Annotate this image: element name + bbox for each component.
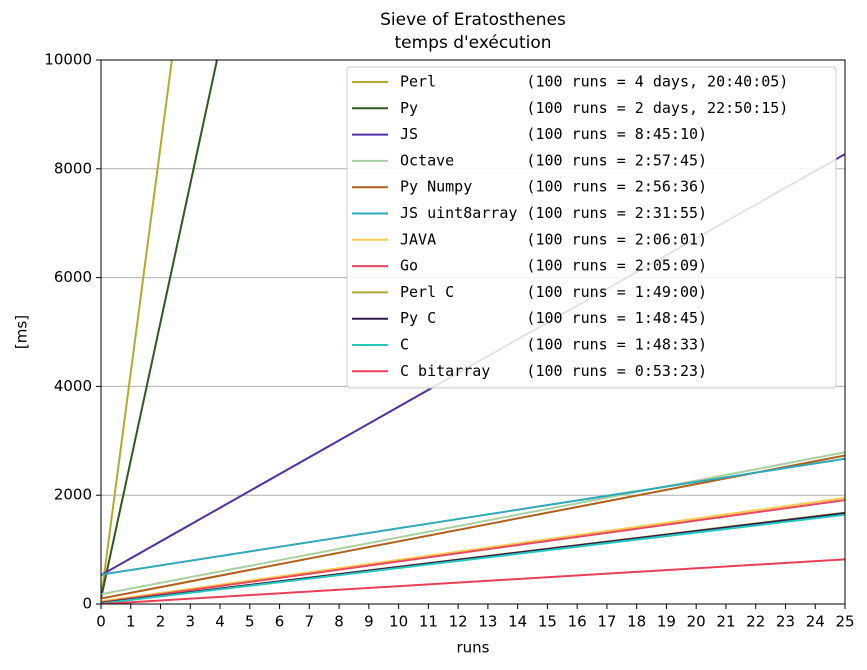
legend-label: Py Numpy (100 runs = 2:56:36) (400, 178, 707, 196)
chart-subtitle: temps d'exécution (394, 33, 551, 53)
legend-label: Go (100 runs = 2:05:09) (400, 257, 707, 275)
x-tick-label: 16 (568, 613, 587, 631)
legend-label: C bitarray (100 runs = 0:53:23) (400, 362, 707, 380)
x-tick-label: 7 (305, 613, 315, 631)
series-line (101, 457, 845, 576)
legend-label: Perl C (100 runs = 1:49:00) (400, 283, 707, 301)
legend-label: C (100 runs = 1:48:33) (400, 336, 707, 354)
legend-label: Perl (100 runs = 4 days, 20:40:05) (400, 73, 788, 91)
x-tick-label: 14 (508, 613, 527, 631)
y-tick-label: 2000 (54, 486, 92, 504)
y-tick-label: 6000 (54, 268, 92, 286)
x-tick-label: 21 (716, 613, 735, 631)
series-line (101, 454, 845, 600)
series-line (101, 499, 845, 604)
x-tick-label: 22 (746, 613, 765, 631)
legend-label: JS (100 runs = 8:45:10) (400, 125, 707, 143)
y-tick-label: 4000 (54, 377, 92, 395)
x-tick-label: 24 (806, 613, 825, 631)
x-tick-label: 8 (334, 613, 344, 631)
x-tick-label: 6 (275, 613, 285, 631)
x-tick-label: 9 (364, 613, 374, 631)
x-tick-label: 18 (627, 613, 646, 631)
plot-frame (100, 59, 846, 605)
y-tick-label: 8000 (54, 159, 92, 177)
legend-box (346, 66, 837, 389)
series-line (101, 513, 845, 604)
x-tick-label: 13 (478, 613, 497, 631)
x-tick-label: 15 (538, 613, 557, 631)
y-tick-label: 10000 (44, 51, 92, 69)
x-tick-label: 1 (126, 613, 136, 631)
x-tick-label: 23 (776, 613, 795, 631)
x-tick-label: 25 (835, 613, 854, 631)
y-axis-label: [ms] (13, 315, 31, 349)
y-tick-label: 0 (82, 595, 92, 613)
series-line (101, 496, 845, 603)
x-tick-label: 11 (419, 613, 438, 631)
series-line (101, 558, 845, 604)
x-tick-label: 12 (449, 613, 468, 631)
x-tick-label: 3 (186, 613, 196, 631)
x-tick-label: 10 (389, 613, 408, 631)
legend-label: JS uint8array (100 runs = 2:31:55) (400, 204, 707, 222)
legend-label: Py C (100 runs = 1:48:45) (400, 309, 707, 327)
x-tick-label: 4 (215, 613, 225, 631)
x-tick-label: 5 (245, 613, 255, 631)
x-tick-label: 19 (657, 613, 676, 631)
x-tick-label: 20 (687, 613, 706, 631)
chart-title: Sieve of Eratosthenes (380, 10, 566, 30)
x-tick-label: 2 (156, 613, 166, 631)
x-tick-label: 0 (96, 613, 106, 631)
x-axis-label: runs (457, 639, 490, 657)
x-tick-label: 17 (597, 613, 616, 631)
legend-label: Py (100 runs = 2 days, 22:50:15) (400, 99, 788, 117)
legend-label: Octave (100 runs = 2:57:45) (400, 151, 707, 169)
legend-label: JAVA (100 runs = 2:06:01) (400, 230, 707, 248)
series-line (101, 451, 845, 596)
